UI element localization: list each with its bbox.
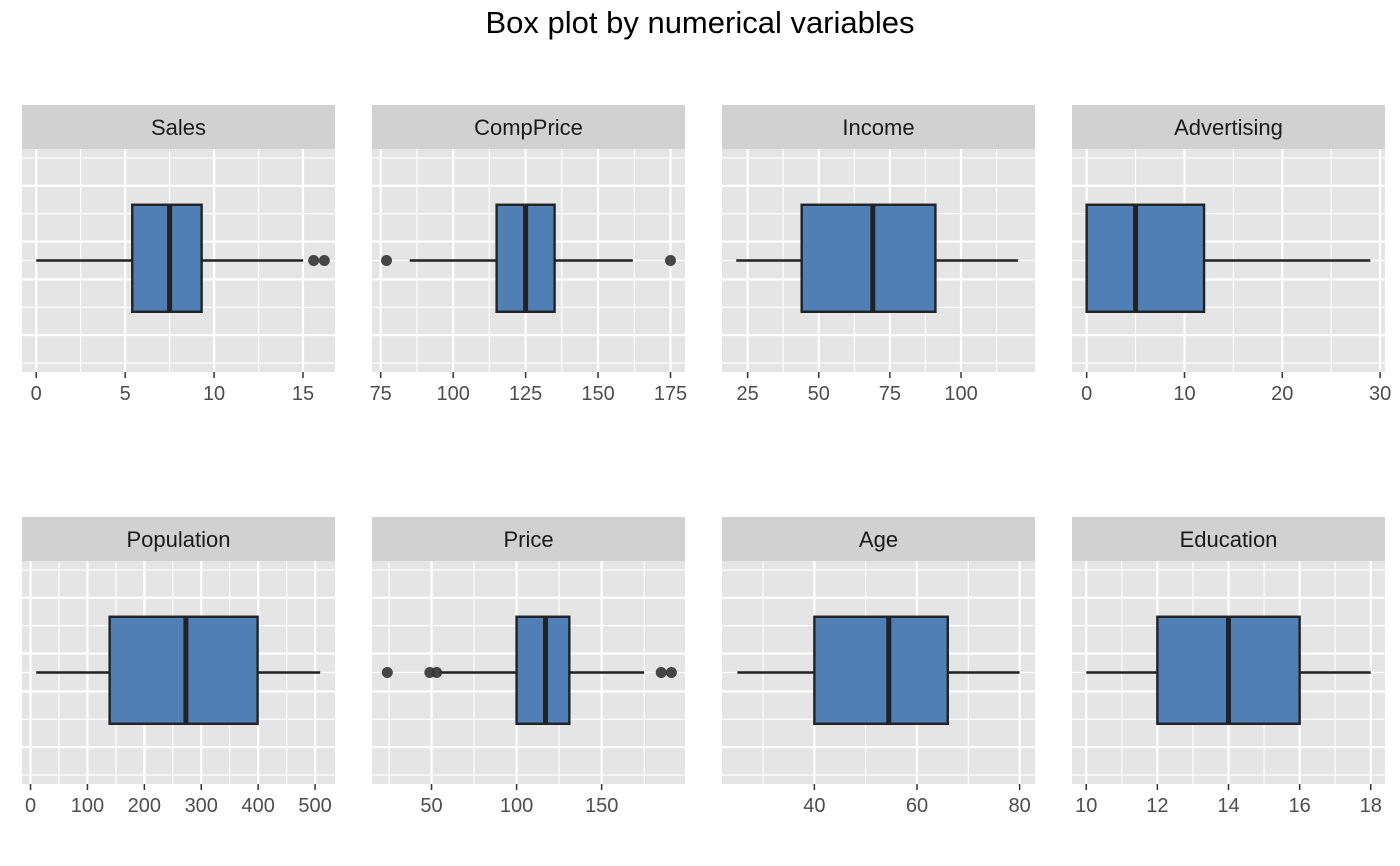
tick-label: 100 bbox=[944, 383, 977, 405]
box-iqr bbox=[800, 203, 937, 313]
tick-label: 10 bbox=[1173, 383, 1195, 405]
tick-label: 0 bbox=[31, 383, 42, 405]
outlier-point bbox=[665, 255, 677, 266]
strip-label: Advertising bbox=[1174, 115, 1283, 140]
panel-price: Price 50 100 150 bbox=[372, 517, 685, 817]
strip-background bbox=[372, 517, 685, 561]
outlier-point bbox=[318, 255, 330, 266]
tick-label: 12 bbox=[1146, 795, 1168, 817]
outlier-point bbox=[431, 667, 443, 678]
tick-label: 50 bbox=[420, 795, 442, 817]
tick-label: 75 bbox=[370, 383, 392, 405]
strip-label: Sales bbox=[151, 115, 206, 140]
tick-label: 25 bbox=[736, 383, 758, 405]
outlier-point bbox=[381, 667, 393, 678]
tick-label: 30 bbox=[1369, 383, 1391, 405]
tick-label: 500 bbox=[298, 795, 331, 817]
tick-label: 10 bbox=[203, 383, 225, 405]
tick-label: 18 bbox=[1360, 795, 1382, 817]
strip-label: Price bbox=[503, 527, 553, 552]
tick-label: 40 bbox=[803, 795, 825, 817]
tick-label: 80 bbox=[1008, 795, 1030, 817]
outlier-point bbox=[380, 255, 392, 266]
outlier-point bbox=[665, 667, 677, 678]
tick-label: 200 bbox=[128, 795, 161, 817]
tick-label: 400 bbox=[241, 795, 274, 817]
panel-advertising: Advertising 0 10 20 30 bbox=[1072, 105, 1391, 405]
panel-income: Income 25 50 75 100 bbox=[722, 105, 1035, 405]
tick-label: 125 bbox=[509, 383, 542, 405]
box-iqr bbox=[1085, 203, 1206, 313]
strip-background bbox=[722, 517, 1035, 561]
strip-background bbox=[372, 105, 685, 149]
tick-label: 100 bbox=[436, 383, 469, 405]
strip-background bbox=[1072, 105, 1385, 149]
tick-label: 100 bbox=[500, 795, 533, 817]
tick-label: 60 bbox=[906, 795, 928, 817]
tick-label: 20 bbox=[1271, 383, 1293, 405]
panel-population: Population 0 100 200 300 400 500 bbox=[22, 517, 335, 817]
panel-age: Age 40 60 80 bbox=[722, 517, 1035, 817]
tick-label: 75 bbox=[879, 383, 901, 405]
strip-background bbox=[22, 517, 335, 561]
tick-label: 16 bbox=[1289, 795, 1311, 817]
strip-label: Population bbox=[127, 527, 231, 552]
strip-label: Income bbox=[842, 115, 914, 140]
strip-background bbox=[722, 105, 1035, 149]
strip-label: CompPrice bbox=[474, 115, 583, 140]
tick-label: 0 bbox=[25, 795, 36, 817]
tick-label: 14 bbox=[1217, 795, 1239, 817]
tick-label: 15 bbox=[292, 383, 314, 405]
panel-sales: Sales 0 5 10 15 bbox=[22, 105, 335, 405]
strip-background bbox=[22, 105, 335, 149]
tick-label: 150 bbox=[585, 795, 618, 817]
strip-background bbox=[1072, 517, 1385, 561]
strip-label: Education bbox=[1180, 527, 1278, 552]
tick-label: 10 bbox=[1075, 795, 1097, 817]
tick-label: 50 bbox=[808, 383, 830, 405]
outlier-point bbox=[655, 667, 667, 678]
panel-education: Education 10 12 14 16 18 bbox=[1072, 517, 1385, 817]
chart-title: Box plot by numerical variables bbox=[485, 5, 914, 40]
outlier-point bbox=[308, 255, 320, 266]
tick-label: 5 bbox=[120, 383, 131, 405]
tick-label: 0 bbox=[1081, 383, 1092, 405]
box-iqr bbox=[813, 615, 949, 725]
box-iqr bbox=[515, 615, 571, 725]
tick-label: 175 bbox=[654, 383, 687, 405]
panel-compprice: CompPrice 75 100 125 150 175 bbox=[370, 105, 687, 405]
strip-label: Age bbox=[859, 527, 898, 552]
tick-label: 300 bbox=[185, 795, 218, 817]
tick-label: 150 bbox=[581, 383, 614, 405]
box-iqr bbox=[131, 203, 203, 313]
tick-label: 100 bbox=[71, 795, 104, 817]
